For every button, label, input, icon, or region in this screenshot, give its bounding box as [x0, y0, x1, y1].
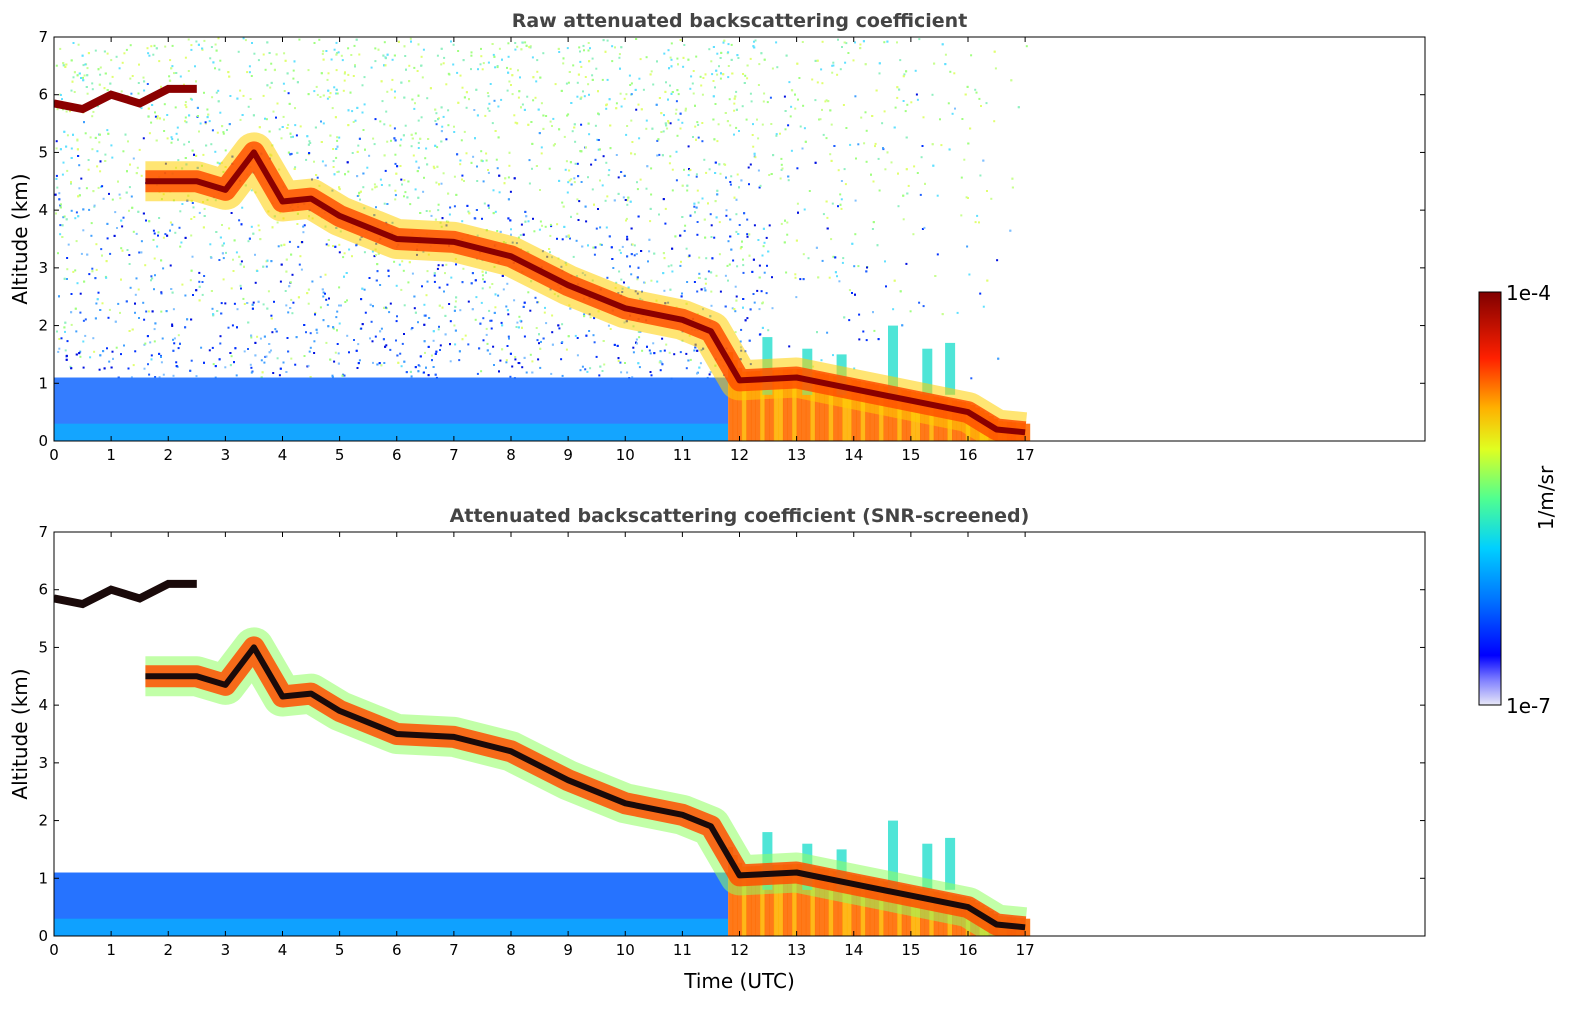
y-tick-label: 0: [38, 927, 48, 945]
x-tick-label: 14: [844, 941, 863, 959]
x-tick-label: 9: [563, 941, 573, 959]
cloud-layer-core: [145, 149, 1026, 436]
colorbar-max-label: 1e-4: [1506, 281, 1551, 305]
y-tick-label: 0: [38, 432, 48, 450]
panel-raw: Raw attenuated backscattering coefficien…: [8, 10, 1426, 464]
x-tick-label: 1: [106, 446, 116, 464]
panel-screened-y-ticks: 0 1 2 3 4 5 6 7: [38, 523, 1425, 945]
panel-screened-title: Attenuated backscattering coefficient (S…: [450, 505, 1030, 527]
x-tick-label: 15: [901, 446, 920, 464]
y-tick-label: 4: [38, 696, 48, 714]
panel-raw-title: Raw attenuated backscattering coefficien…: [512, 10, 968, 32]
x-tick-label: 16: [958, 446, 977, 464]
panel-raw-y-ticks: 0 1 2 3 4 5 6 7: [38, 28, 1425, 450]
x-tick-label: 10: [616, 446, 635, 464]
upper-cloud-layer: [54, 84, 197, 114]
y-tick-label: 5: [38, 143, 48, 161]
y-tick-label: 2: [38, 812, 48, 830]
colorbar-unit-label: 1/m/sr: [1534, 465, 1558, 530]
y-tick-label: 5: [38, 638, 48, 656]
panel-screened-y-label: Altitude (km): [8, 668, 32, 799]
upper-cloud-layer: [54, 579, 197, 609]
panel-screened-x-label: Time (UTC): [683, 969, 795, 993]
y-tick-label: 7: [38, 28, 48, 46]
colorbar-bar: [1478, 291, 1502, 706]
x-tick-label: 11: [673, 941, 692, 959]
x-tick-label: 0: [49, 446, 59, 464]
y-tick-label: 6: [38, 581, 48, 599]
panel-raw-y-label: Altitude (km): [8, 173, 32, 304]
x-tick-label: 17: [1016, 446, 1035, 464]
x-tick-label: 3: [221, 941, 231, 959]
y-tick-label: 3: [38, 754, 48, 772]
x-tick-label: 4: [278, 446, 288, 464]
x-tick-label: 1: [106, 941, 116, 959]
x-tick-label: 8: [506, 941, 516, 959]
panel-screened-plot-area: [54, 579, 1031, 936]
x-tick-label: 6: [392, 941, 402, 959]
y-tick-label: 1: [38, 869, 48, 887]
x-tick-label: 3: [221, 446, 231, 464]
x-tick-label: 13: [787, 446, 806, 464]
x-tick-label: 7: [449, 941, 459, 959]
x-tick-label: 15: [901, 941, 920, 959]
cloud-layer-core: [145, 644, 1026, 931]
x-tick-label: 4: [278, 941, 288, 959]
y-tick-label: 7: [38, 523, 48, 541]
x-tick-label: 0: [49, 941, 59, 959]
boundary-layer-surface: [54, 918, 729, 936]
x-tick-label: 6: [392, 446, 402, 464]
y-tick-label: 2: [38, 317, 48, 335]
x-tick-label: 12: [730, 941, 749, 959]
panel-raw-x-ticks: 0 1 2 3 4 5 6 7 8 9 10 11 12 13 14 15 16 17: [49, 37, 1035, 464]
colorbar-min-label: 1e-7: [1506, 694, 1551, 718]
x-tick-label: 17: [1016, 941, 1035, 959]
y-tick-label: 6: [38, 86, 48, 104]
x-tick-label: 5: [335, 941, 345, 959]
panel-raw-plot-area: [54, 37, 1031, 441]
x-tick-label: 7: [449, 446, 459, 464]
x-tick-label: 14: [844, 446, 863, 464]
x-tick-label: 5: [335, 446, 345, 464]
y-tick-label: 1: [38, 374, 48, 392]
x-tick-label: 16: [958, 941, 977, 959]
x-tick-label: 8: [506, 446, 516, 464]
panel-screened-x-ticks: 0 1 2 3 4 5 6 7 8 9 10 11 12 13 14 15 16 17: [49, 532, 1035, 959]
x-tick-label: 10: [616, 941, 635, 959]
colorbar: 1e-4 1e-7 1/m/sr: [1478, 281, 1558, 718]
y-tick-label: 4: [38, 201, 48, 219]
x-tick-label: 2: [163, 941, 173, 959]
x-tick-label: 12: [730, 446, 749, 464]
y-tick-label: 3: [38, 259, 48, 277]
x-tick-label: 13: [787, 941, 806, 959]
panel-screened: Attenuated backscattering coefficient (S…: [8, 505, 1426, 993]
noise-texture: [54, 37, 1028, 380]
boundary-layer-surface: [54, 423, 729, 441]
x-tick-label: 11: [673, 446, 692, 464]
x-tick-label: 9: [563, 446, 573, 464]
x-tick-label: 2: [163, 446, 173, 464]
